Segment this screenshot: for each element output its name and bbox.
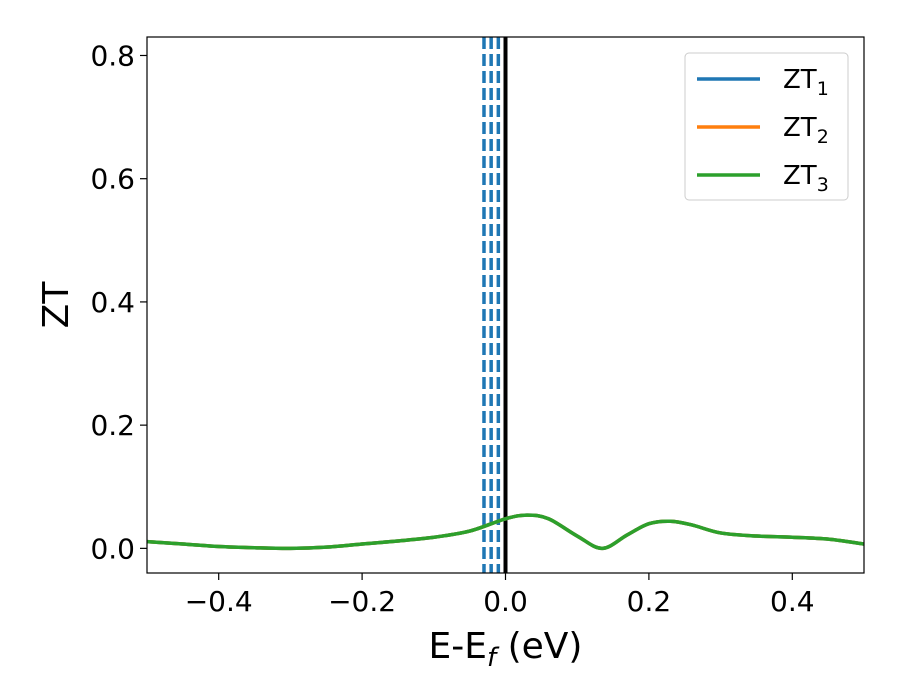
- legend: ZT1 ZT2 ZT3: [684, 52, 849, 201]
- y-axis-label: ZT: [36, 281, 77, 329]
- x-tick-label: 0.2: [627, 585, 672, 618]
- legend-entry-zt1: ZT1: [783, 65, 829, 100]
- y-tick-label: 0.4: [90, 286, 135, 319]
- x-axis-label: E-Ef (eV): [429, 626, 583, 673]
- x-tick-label: −0.4: [185, 585, 253, 618]
- y-tick-label: 0.2: [90, 409, 135, 442]
- x-axis-label-unit: (eV): [496, 626, 582, 667]
- x-axis-label-main: E-E: [429, 626, 487, 667]
- x-tick-label: 0.4: [770, 585, 815, 618]
- x-axis: −0.4 −0.2 0.0 0.2 0.4: [185, 573, 815, 618]
- legend-entry-zt3: ZT3: [783, 161, 829, 196]
- x-tick-label: −0.2: [328, 585, 396, 618]
- y-tick-label: 0.0: [90, 532, 135, 565]
- legend-entry-zt2: ZT2: [783, 113, 829, 148]
- plot-area: [147, 37, 864, 573]
- y-tick-label: 0.6: [90, 163, 135, 196]
- series-line-zt3: [147, 513, 864, 551]
- legend-box: [684, 52, 849, 201]
- y-tick-label: 0.8: [90, 39, 135, 72]
- y-axis: 0.0 0.2 0.4 0.6 0.8: [90, 39, 147, 565]
- x-tick-label: 0.0: [483, 585, 528, 618]
